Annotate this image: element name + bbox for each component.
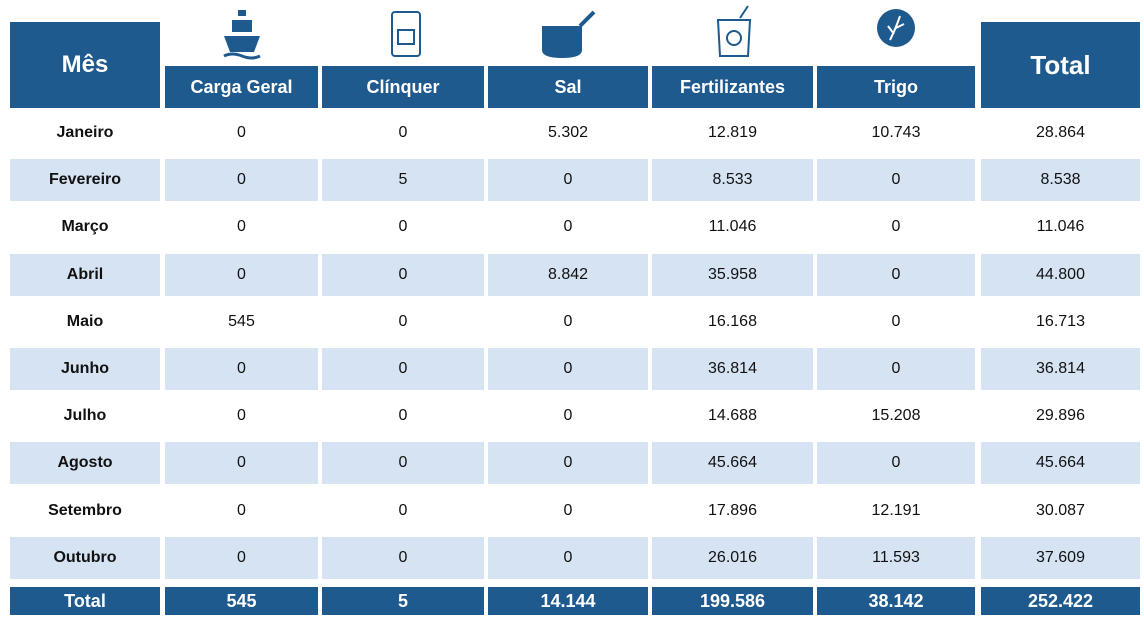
value-cell: 0 [165, 536, 318, 579]
value-cell: 0 [237, 501, 246, 519]
fertilizer-icon [716, 5, 752, 57]
value-cell: 5 [322, 159, 484, 202]
value-cell: 0 [237, 124, 246, 141]
total-cell: 5 [322, 587, 484, 615]
value-cell: 17.896 [708, 501, 757, 519]
value-cell: 29.896 [1036, 407, 1085, 425]
total-cell: 252.422 [981, 587, 1140, 615]
value-cell: 16.168 [708, 312, 757, 330]
value-cell: 45.664 [652, 442, 813, 485]
pot-icon [542, 10, 596, 58]
month-cell: Março [61, 218, 109, 236]
product-header: Trigo [817, 66, 975, 108]
value-cell: 11.046 [708, 218, 757, 236]
value-cell: 0 [237, 407, 246, 425]
value-cell: 36.814 [981, 348, 1140, 390]
value-cell: 26.016 [652, 536, 813, 579]
value-cell: 0 [891, 218, 901, 236]
month-cell: Setembro [48, 501, 122, 519]
value-cell: 0 [563, 218, 573, 236]
value-cell: 0 [488, 159, 648, 202]
value-cell: 0 [817, 442, 975, 485]
value-cell: 0 [563, 501, 573, 519]
value-cell: 0 [563, 312, 573, 330]
value-cell: 0 [398, 218, 408, 236]
value-cell: 0 [817, 348, 975, 390]
value-cell: 11.593 [817, 536, 975, 579]
value-cell: 36.814 [652, 348, 813, 390]
value-cell: 12.819 [708, 124, 757, 141]
month-cell: Abril [10, 253, 160, 296]
value-cell: 0 [398, 312, 408, 330]
value-cell: 8.538 [981, 159, 1140, 202]
product-header: Clínquer [322, 66, 484, 108]
value-cell: 0 [398, 501, 408, 519]
value-cell: 45.664 [981, 442, 1140, 485]
product-header: Sal [488, 66, 648, 108]
total-cell: 545 [165, 587, 318, 615]
value-cell: 0 [165, 253, 318, 296]
value-cell: 5.302 [547, 124, 589, 141]
month-cell: Maio [66, 312, 104, 330]
value-cell: 8.533 [652, 159, 813, 202]
value-cell: 11.046 [1036, 218, 1085, 236]
month-cell: Janeiro [56, 124, 114, 141]
product-header: Fertilizantes [652, 66, 813, 108]
value-cell: 0 [488, 442, 648, 485]
total-cell: 199.586 [652, 587, 813, 615]
value-cell: 0 [398, 124, 408, 141]
value-cell: 12.191 [871, 501, 921, 519]
value-cell: 0 [165, 159, 318, 202]
value-cell: 545 [228, 312, 255, 330]
value-cell: 37.609 [981, 536, 1140, 579]
wheat-icon [877, 9, 915, 47]
value-cell: 15.208 [871, 407, 921, 425]
value-cell: 0 [322, 253, 484, 296]
ship-icon [223, 10, 261, 60]
value-cell: 0 [165, 348, 318, 390]
total-header: Total [981, 22, 1140, 108]
value-cell: 44.800 [981, 253, 1140, 296]
value-cell: 0 [165, 442, 318, 485]
value-cell: 0 [817, 253, 975, 296]
value-cell: 0 [237, 218, 246, 236]
value-cell: 16.713 [1036, 312, 1085, 330]
value-cell: 0 [488, 536, 648, 579]
value-cell: 0 [322, 442, 484, 485]
value-cell: 0 [817, 159, 975, 202]
value-cell: 8.842 [488, 253, 648, 296]
value-cell: 30.087 [1036, 501, 1085, 519]
month-cell: Agosto [10, 442, 160, 485]
value-cell: 35.958 [652, 253, 813, 296]
value-cell: 28.864 [1036, 124, 1085, 141]
product-header: Carga Geral [165, 66, 318, 108]
month-cell: Outubro [10, 536, 160, 579]
value-cell: 10.743 [871, 124, 921, 141]
bag-icon [391, 11, 421, 57]
value-cell: 0 [398, 407, 408, 425]
value-cell: 0 [322, 536, 484, 579]
value-cell: 0 [563, 407, 573, 425]
value-cell: 0 [322, 348, 484, 390]
month-cell: Junho [10, 348, 160, 390]
total-cell: 14.144 [488, 587, 648, 615]
total-cell: 38.142 [817, 587, 975, 615]
value-cell: 14.688 [708, 407, 757, 425]
month-cell: Julho [63, 407, 107, 425]
month-header: Mês [10, 22, 160, 108]
total-cell: Total [10, 587, 160, 615]
month-cell: Fevereiro [10, 159, 160, 202]
value-cell: 0 [891, 312, 901, 330]
value-cell: 0 [488, 348, 648, 390]
